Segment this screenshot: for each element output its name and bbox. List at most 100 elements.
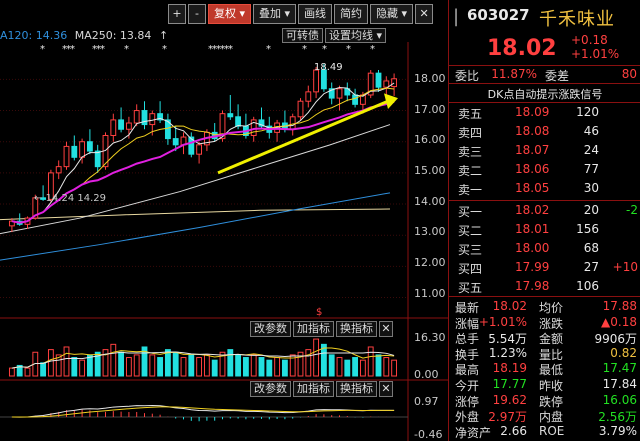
bid-level-label: 买一: [458, 205, 483, 219]
volume-bar: [344, 359, 351, 377]
add-indicator-button[interactable]: 加指标: [293, 381, 334, 397]
signal-marker-icon: *: [208, 44, 213, 55]
set-ma-button[interactable]: 设置均线 ▾: [325, 28, 387, 43]
ma120-line: [0, 192, 391, 261]
volume-bar: [242, 357, 249, 377]
candle-body: [250, 119, 257, 136]
bid-row[interactable]: 买五 17.98 106: [449, 279, 640, 298]
simple-button[interactable]: 简约: [334, 4, 369, 24]
signal-marker-icon: *: [92, 44, 97, 55]
candle-body: [289, 116, 296, 130]
volume-bar: [8, 367, 15, 377]
convertible-bond-button[interactable]: 可转债: [282, 28, 323, 43]
volume-bar: [47, 349, 54, 377]
swap-indicator-button[interactable]: 换指标: [336, 321, 377, 337]
ask-row[interactable]: 卖一 18.05 30: [449, 181, 640, 200]
close-panel-icon[interactable]: ✕: [415, 4, 434, 24]
zoom-out-button[interactable]: -: [188, 4, 206, 24]
change-params-button[interactable]: 改参数: [250, 381, 291, 397]
ask-volume: 77: [583, 162, 599, 176]
low-price-prefix: ←: [34, 193, 43, 204]
menu-marker-icon[interactable]: |: [453, 6, 460, 27]
candle-body: [375, 72, 382, 88]
hide-button[interactable]: 隐藏 ▾: [370, 4, 414, 24]
kline-chart-area[interactable]: * * * * * * * * * * * * * * * * * * * * $ + - 复权 ▾ 叠加 ▾ 画线 简…: [0, 0, 448, 441]
volume-bar: [71, 357, 78, 377]
chart-toolbar: + - 复权 ▾ 叠加 ▾ 画线 简约 隐藏 ▾ ✕: [168, 4, 434, 24]
stats-label: 涨幅: [455, 316, 480, 331]
volume-bar: [118, 351, 125, 377]
volume-bar: [94, 351, 101, 377]
bid-row[interactable]: 买三 18.00 68: [449, 241, 640, 260]
change-params-button[interactable]: 改参数: [250, 321, 291, 337]
candle-body: [157, 113, 164, 121]
candle-body: [336, 88, 343, 99]
volume-bar: [383, 357, 390, 377]
weibi-value: 11.87%: [491, 67, 537, 81]
stats-label: 昨收: [539, 379, 564, 393]
volume-bar: [180, 357, 187, 377]
bid-row[interactable]: 买二 18.01 156: [449, 222, 640, 241]
ma250-arrow-icon: ↑: [158, 29, 169, 42]
candle-body: [227, 113, 234, 118]
volume-bar: [16, 364, 23, 377]
candle-body: [79, 141, 86, 158]
candle-body: [71, 145, 78, 158]
bid-row[interactable]: 买四 17.99 27 +10: [449, 260, 640, 279]
swap-indicator-button[interactable]: 换指标: [336, 381, 377, 397]
bid-row[interactable]: 买一 18.02 20 -2: [449, 203, 640, 222]
signal-marker-icon: *: [100, 44, 105, 55]
ask-row[interactable]: 卖三 18.07 24: [449, 143, 640, 162]
ask-row[interactable]: 卖五 18.09 120: [449, 105, 640, 124]
add-indicator-button[interactable]: 加指标: [293, 321, 334, 337]
bid-volume: 20: [583, 203, 599, 217]
volume-bar: [375, 354, 382, 377]
candle-body: [86, 141, 93, 152]
close-volume-panel-icon[interactable]: ✕: [379, 321, 393, 337]
candle-body: [40, 197, 47, 200]
volume-bar: [110, 343, 117, 377]
stats-label: 跌停: [539, 394, 564, 409]
stats-value: 0.82: [610, 345, 637, 360]
trend-line: [217, 99, 389, 175]
candle-body: [235, 116, 242, 127]
bid-volume: 156: [576, 222, 599, 236]
price-axis-label: 16.00: [414, 133, 446, 146]
zoom-in-button[interactable]: +: [168, 4, 186, 24]
volume-bar: [149, 354, 156, 377]
ma5-line: [11, 82, 395, 224]
ask-level-label: 卖一: [458, 183, 483, 197]
bid-volume: 68: [583, 241, 599, 255]
stats-value: +1.01%: [478, 314, 527, 329]
volume-bar: [336, 357, 343, 377]
volume-bar: [320, 343, 327, 377]
restore-rights-button[interactable]: 复权 ▾: [208, 4, 252, 24]
volume-bar: [313, 338, 320, 377]
volume-bar: [203, 354, 210, 377]
ask-row[interactable]: 卖四 18.08 46: [449, 124, 640, 143]
stats-row: 最新 18.02 均价 17.88: [449, 299, 640, 315]
stats-value: 2.97万: [488, 410, 527, 425]
stats-value: 5.54万: [488, 332, 527, 347]
signal-marker-icon: *: [70, 44, 75, 55]
volume-bar: [164, 349, 171, 377]
stats-value: 1.23%: [488, 345, 527, 360]
price-change-pct: +1.01%: [571, 47, 620, 61]
price-axis-label: 12.00: [414, 256, 446, 269]
volume-bar: [352, 357, 359, 377]
ma20-line: [11, 100, 395, 224]
kline-chart[interactable]: * * * * * * * * * * * * * * * * * * * *$: [0, 0, 448, 441]
stats-value: 17.77: [492, 377, 527, 391]
bid-price: 18.02: [515, 203, 550, 217]
volume-bar: [79, 359, 86, 377]
signal-marker-icon: *: [216, 44, 221, 55]
price-axis-label: 14.00: [414, 195, 446, 208]
signal-banner[interactable]: DK点自动提示涨跌信号: [487, 88, 603, 101]
close-macd-panel-icon[interactable]: ✕: [379, 381, 393, 397]
volume-bar: [125, 357, 132, 377]
overlay-button[interactable]: 叠加 ▾: [253, 4, 297, 24]
draw-line-button[interactable]: 画线: [298, 4, 333, 24]
price-axis-label: 11.00: [414, 287, 446, 300]
ask-row[interactable]: 卖二 18.06 77: [449, 162, 640, 181]
signal-marker-icon: *: [266, 44, 271, 55]
